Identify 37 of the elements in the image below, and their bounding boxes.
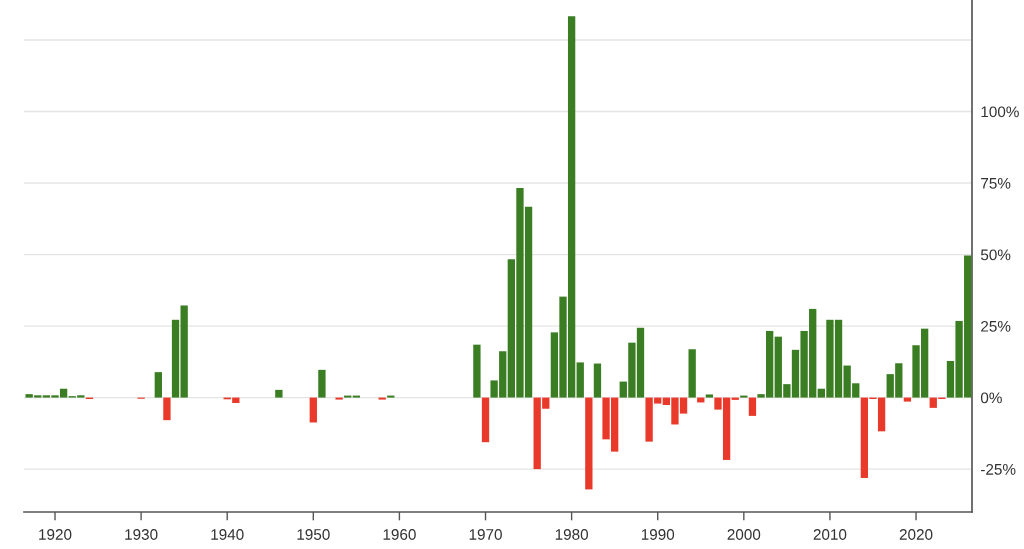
bar bbox=[593, 363, 602, 398]
x-tick-label: 1990 bbox=[641, 529, 675, 540]
bar bbox=[163, 397, 171, 421]
y-tick-label: 75% bbox=[981, 178, 1011, 189]
bar bbox=[740, 395, 748, 398]
bar bbox=[352, 395, 361, 398]
x-tick-label: 2010 bbox=[813, 529, 847, 540]
bar bbox=[473, 344, 481, 398]
bar bbox=[688, 349, 696, 398]
bar bbox=[378, 397, 386, 400]
bar bbox=[585, 397, 593, 490]
y-tick-label: 0% bbox=[980, 392, 1002, 404]
x-tick-label: 1940 bbox=[211, 529, 244, 540]
bar bbox=[903, 397, 912, 402]
y-tick-label: 50% bbox=[980, 249, 1011, 261]
x-tick-label: 1980 bbox=[555, 529, 589, 540]
bar bbox=[335, 397, 343, 400]
bar bbox=[275, 389, 283, 398]
x-tick-label: 1930 bbox=[125, 529, 158, 540]
y-tick-label: 100% bbox=[981, 106, 1019, 118]
x-tick-label: 2000 bbox=[727, 529, 761, 540]
bar bbox=[705, 394, 714, 398]
x-tick-label: 1970 bbox=[469, 529, 502, 540]
bar bbox=[318, 369, 326, 398]
bar bbox=[344, 395, 352, 398]
x-tick-label: 1920 bbox=[39, 529, 72, 540]
bar bbox=[576, 362, 584, 398]
x-tick-label: 1960 bbox=[383, 529, 416, 540]
y-tick-label: 25% bbox=[981, 320, 1011, 332]
y-tick-label: -25% bbox=[981, 463, 1016, 475]
bar bbox=[748, 397, 757, 416]
bar bbox=[154, 372, 162, 398]
bar bbox=[387, 395, 395, 398]
x-tick-label: 2020 bbox=[899, 529, 933, 540]
x-tick-label: 1950 bbox=[297, 529, 330, 540]
bar bbox=[309, 397, 317, 423]
bar bbox=[481, 397, 490, 443]
